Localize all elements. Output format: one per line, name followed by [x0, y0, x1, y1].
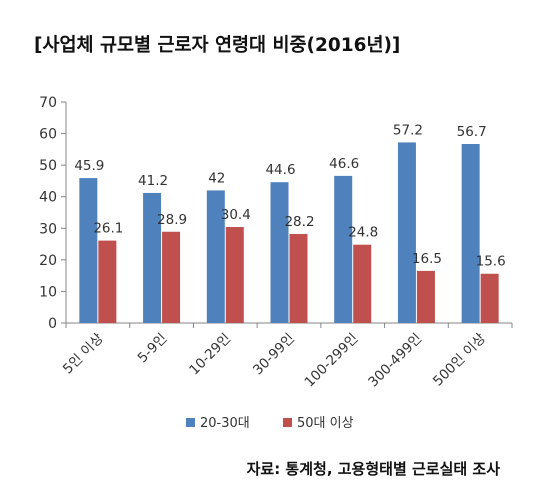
y-tick-label: 70: [39, 95, 57, 111]
data-label: 28.9: [157, 212, 187, 228]
x-tick-label: 30-99인: [250, 331, 298, 379]
bar: [206, 190, 225, 323]
data-label: 26.1: [93, 221, 123, 237]
data-label: 45.9: [74, 158, 104, 174]
bar: [143, 192, 162, 323]
bar: [416, 270, 435, 323]
bar: [98, 240, 117, 323]
data-label: 30.4: [221, 207, 251, 223]
x-tick-label: 5인 이상: [60, 331, 107, 378]
y-tick-label: 30: [39, 221, 57, 237]
legend-swatch: [283, 418, 292, 427]
bar: [353, 244, 372, 323]
y-tick-label: 20: [39, 253, 57, 269]
x-tick-label: 5-9인: [135, 331, 171, 367]
bar: [461, 143, 480, 323]
data-label: 24.8: [348, 225, 378, 241]
legend-label: 50대 이상: [297, 416, 354, 431]
x-tick-label: 10-29인: [186, 331, 234, 379]
data-label: 57.2: [393, 122, 423, 138]
data-label: 15.6: [476, 254, 506, 270]
data-label: 44.6: [265, 162, 295, 178]
bar: [289, 233, 308, 323]
bar: [334, 175, 353, 323]
bar: [397, 142, 416, 323]
bar: [225, 227, 244, 323]
y-tick-label: 10: [39, 284, 57, 300]
legend-swatch: [186, 418, 195, 427]
x-tick-label: 300-499인: [365, 331, 425, 391]
data-label: 46.6: [329, 156, 359, 172]
data-label: 42: [208, 170, 225, 186]
data-label: 16.5: [412, 251, 442, 267]
y-tick-label: 0: [48, 316, 57, 332]
bar: [162, 231, 181, 323]
y-tick-label: 40: [39, 190, 57, 206]
x-tick-label: 100-299인: [302, 331, 362, 391]
data-label: 41.2: [138, 173, 168, 189]
x-tick-label: 500인 이상: [430, 331, 489, 390]
data-label: 28.2: [284, 214, 314, 230]
y-tick-label: 50: [39, 158, 57, 174]
bar: [270, 182, 289, 323]
y-tick-label: 60: [39, 127, 57, 143]
data-label: 56.7: [457, 124, 487, 140]
chart-title: [사업체 규모별 근로자 연령대 비중(2016년)]: [34, 35, 401, 56]
bar: [79, 178, 98, 323]
source-note: 자료: 통계청, 고용형태별 근로실태 조사: [246, 460, 500, 478]
legend-label: 20-30대: [200, 416, 250, 431]
bar: [480, 273, 499, 323]
